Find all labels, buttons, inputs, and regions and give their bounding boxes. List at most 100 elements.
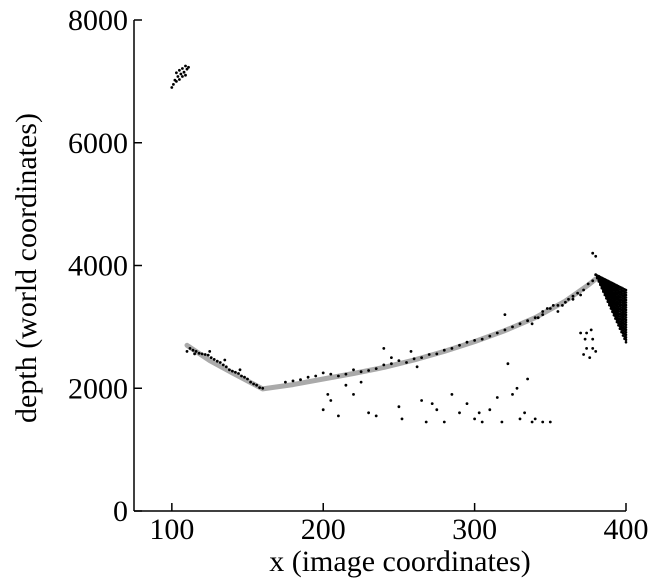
data-point (218, 361, 222, 364)
x-tick-label-2: 300 (452, 513, 497, 546)
data-point (488, 408, 492, 412)
data-point (579, 331, 582, 335)
data-point (624, 336, 628, 339)
data-point (284, 380, 287, 384)
data-point (500, 420, 504, 424)
data-point (477, 411, 481, 415)
data-point (548, 420, 552, 424)
data-point (176, 75, 180, 78)
data-point (480, 337, 484, 341)
data-point (473, 339, 476, 342)
data-point (503, 313, 507, 316)
data-point (465, 402, 469, 405)
data-point (594, 254, 598, 258)
data-point (624, 306, 628, 309)
data-point (533, 417, 537, 421)
data-point (458, 411, 461, 415)
data-point (551, 304, 555, 307)
data-point (495, 331, 499, 335)
data-point (523, 411, 526, 415)
data-point (541, 420, 545, 424)
data-point (314, 374, 318, 378)
data-point (536, 316, 540, 320)
data-point (255, 383, 258, 387)
data-point (450, 347, 454, 350)
data-point (420, 356, 423, 359)
data-point (427, 353, 431, 356)
data-point (261, 386, 265, 390)
data-point (624, 321, 628, 324)
data-point (571, 297, 575, 301)
data-point (435, 352, 439, 356)
data-point (591, 337, 595, 341)
data-point (374, 414, 378, 418)
data-point (258, 386, 261, 389)
x-axis-title: x (image coordinates) (269, 545, 531, 578)
data-point (589, 328, 593, 332)
data-point (240, 374, 243, 378)
data-point (178, 68, 181, 72)
data-point (585, 331, 588, 335)
data-point (511, 325, 514, 329)
data-point (321, 408, 325, 412)
data-point (495, 396, 499, 399)
data-point (238, 368, 242, 372)
data-point (624, 311, 628, 314)
data-point (228, 368, 231, 372)
data-point (624, 318, 628, 322)
y-tick-label-0: 0 (113, 495, 128, 528)
data-point (420, 399, 423, 402)
data-point (359, 380, 363, 384)
data-point (624, 316, 628, 319)
data-point (246, 377, 249, 381)
data-point (576, 291, 579, 295)
data-point (172, 83, 175, 86)
data-point (185, 350, 189, 353)
data-point (179, 72, 183, 76)
data-point (234, 370, 237, 374)
data-point (212, 358, 216, 361)
data-point (374, 367, 378, 370)
data-point (583, 337, 587, 341)
data-point (624, 308, 628, 312)
data-point (488, 334, 492, 338)
trend-line-series (184, 276, 599, 392)
data-point (291, 379, 295, 383)
data-point (591, 279, 595, 283)
data-point (203, 353, 207, 356)
data-point (197, 351, 201, 355)
scatter-points-series (170, 64, 628, 424)
data-point (329, 399, 333, 402)
data-point (415, 365, 419, 369)
data-point (624, 293, 628, 297)
data-point (206, 353, 210, 357)
data-point (545, 307, 549, 310)
data-point (594, 350, 598, 353)
data-point (556, 304, 560, 307)
data-point (430, 402, 434, 405)
data-point (237, 372, 240, 375)
data-point (182, 70, 186, 74)
data-point (382, 347, 386, 350)
data-point (326, 393, 330, 396)
data-point (541, 310, 545, 313)
data-point (231, 369, 234, 373)
data-point (321, 371, 325, 375)
data-point (337, 374, 340, 378)
data-point (252, 382, 256, 386)
data-point (337, 414, 340, 418)
data-point (329, 372, 333, 376)
data-point (170, 86, 174, 89)
data-point (397, 405, 401, 409)
data-point (209, 356, 213, 359)
data-point (571, 294, 575, 298)
data-point (224, 365, 228, 369)
data-point (243, 375, 246, 379)
data-point (397, 359, 401, 362)
x-tick-label-3: 400 (604, 513, 649, 546)
data-point (591, 347, 595, 350)
data-point (624, 326, 628, 329)
data-point (624, 331, 628, 334)
